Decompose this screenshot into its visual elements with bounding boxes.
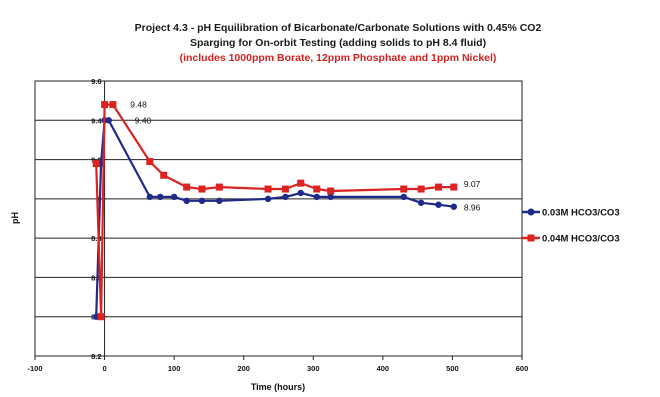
series-0-point-10	[264, 195, 272, 203]
data-label-9.48: 9.48	[130, 100, 147, 110]
series-layer	[92, 101, 458, 321]
y-tick-label-8.8: 8.8	[91, 234, 101, 243]
series-0-point-9	[216, 197, 223, 205]
series-0-point-12	[297, 189, 304, 197]
series-0-point-8	[198, 197, 206, 205]
series-1-point-14	[400, 185, 408, 193]
series-1-point-9	[264, 185, 272, 193]
series-0-point-6	[170, 193, 178, 201]
series-1-point-17	[450, 183, 458, 191]
series-0-point-4	[146, 193, 153, 201]
data-label-9.07: 9.07	[464, 179, 481, 189]
y-tick-label-8.2: 8.2	[91, 352, 101, 361]
y-tick-label-9.4: 9.4	[91, 116, 102, 125]
series-1-point-11	[297, 179, 305, 187]
series-1-point-3	[109, 101, 117, 109]
series-1-point-5	[160, 171, 168, 179]
data-label-8.96: 8.96	[464, 203, 481, 213]
series-1-point-7	[198, 185, 206, 193]
legend-marker-0.04M	[527, 234, 535, 242]
series-1-point-6	[183, 183, 191, 191]
series-1-point-8	[215, 183, 223, 191]
series-0-point-15	[400, 193, 407, 201]
series-0-point-18	[450, 203, 458, 210]
chart-title-line-1: Project 4.3 - pH Equilibration of Bicarb…	[135, 22, 542, 34]
series-1-point-16	[435, 183, 443, 191]
x-tick-label-400: 400	[377, 364, 390, 373]
y-tick-label-9.6: 9.6	[91, 77, 101, 86]
series-1-point-4	[146, 158, 154, 166]
legend: 0.03M HCO3/CO3 0.04M HCO3/CO3	[522, 208, 620, 245]
x-tick-label-300: 300	[307, 364, 320, 373]
series-0-point-17	[435, 201, 442, 208]
series-0-point-13	[313, 193, 320, 201]
series-0-point-14	[327, 193, 334, 201]
series-0-point-5	[157, 193, 164, 201]
series-1-point-10	[281, 185, 289, 193]
y-axis-label: pH	[10, 212, 20, 224]
x-tick-label--100: -100	[27, 364, 42, 373]
chart-title-line-2: Sparging for On-orbit Testing (adding so…	[190, 37, 486, 49]
series-1-point-12	[313, 185, 321, 193]
plot-area	[34, 80, 523, 357]
x-tick-label-200: 200	[237, 364, 250, 373]
series-1-point-2	[101, 101, 109, 109]
chart-subtitle: (includes 1000ppm Borate, 12ppm Phosphat…	[180, 52, 497, 64]
legend-marker-0.03M	[527, 208, 535, 216]
x-axis-label: Time (hours)	[251, 382, 305, 392]
series-1-point-13	[327, 187, 335, 195]
x-tick-label-500: 500	[446, 364, 459, 373]
series-0-point-3	[105, 117, 112, 124]
series-0-point-11	[282, 193, 289, 201]
series-1-point-1	[97, 313, 105, 321]
legend-label-0.04M: 0.04M HCO3/CO3	[542, 234, 620, 245]
data-label-9.40: 9.40	[135, 115, 152, 125]
plot-frame	[34, 80, 523, 357]
data-labels: 9.48 9.40 9.07 8.96	[130, 100, 480, 213]
series-1-point-15	[417, 185, 425, 193]
legend-label-0.03M: 0.03M HCO3/CO3	[542, 208, 620, 219]
series-0-point-16	[417, 199, 425, 206]
x-tick-label-0: 0	[102, 364, 106, 373]
series-0-point-7	[183, 197, 190, 205]
x-tick-label-100: 100	[168, 364, 181, 373]
x-tick-label-600: 600	[516, 364, 529, 373]
series-1-point-0	[92, 160, 100, 167]
